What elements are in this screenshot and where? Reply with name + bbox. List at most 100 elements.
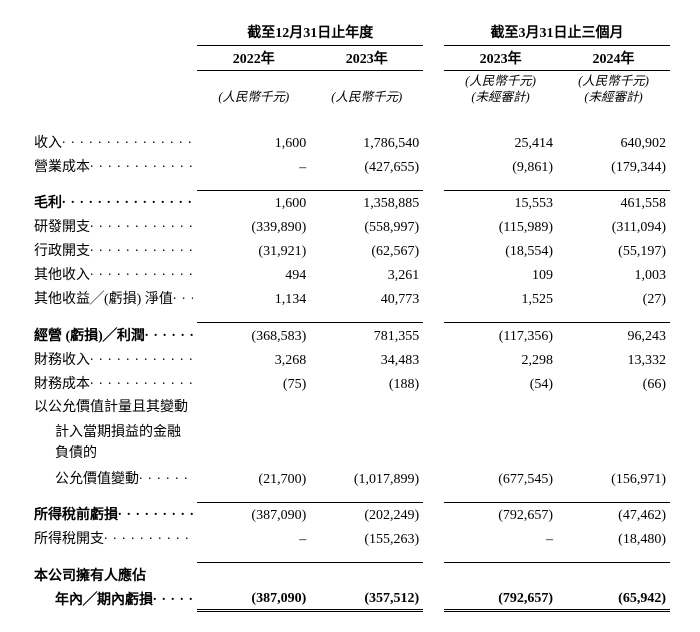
owner-c1: (387,090) bbox=[197, 587, 310, 611]
owner-c4: (65,942) bbox=[557, 587, 670, 611]
othergain-c2: 40,773 bbox=[310, 286, 423, 310]
pretax-c3: (792,657) bbox=[444, 502, 557, 526]
rnd-c3: (115,989) bbox=[444, 214, 557, 238]
label-cogs: 營業成本 bbox=[34, 156, 90, 176]
financeinc-c3: 2,298 bbox=[444, 347, 557, 371]
header-y4: 2024年 bbox=[557, 46, 670, 71]
row-owner-values: 年內╱期內虧損 (387,090) (357,512) (792,657) (6… bbox=[30, 587, 670, 611]
taxexp-c4: (18,480) bbox=[557, 526, 670, 550]
label-fv-line2: 計入當期損益的金融負債的 bbox=[34, 422, 193, 464]
admin-c4: (55,197) bbox=[557, 238, 670, 262]
row-oploss: 經營 (虧損)╱利潤 (368,583) 781,355 (117,356) 9… bbox=[30, 323, 670, 347]
owner-c2: (357,512) bbox=[310, 587, 423, 611]
fv-c2: (1,017,899) bbox=[310, 466, 423, 490]
financecost-c4: (66) bbox=[557, 371, 670, 395]
unit-2: (人民幣千元) bbox=[310, 71, 423, 108]
revenue-c2: 1,786,540 bbox=[310, 130, 423, 154]
cogs-c1: – bbox=[197, 154, 310, 178]
row-revenue: 收入 1,600 1,786,540 25,414 640,902 bbox=[30, 130, 670, 154]
unit-4: (人民幣千元) bbox=[578, 74, 649, 88]
rnd-c1: (339,890) bbox=[197, 214, 310, 238]
row-gross: 毛利 1,600 1,358,885 15,553 461,558 bbox=[30, 190, 670, 214]
otherinc-c4: 1,003 bbox=[557, 262, 670, 286]
header-group-row: 截至12月31日止年度 截至3月31日止三個月 bbox=[30, 20, 670, 46]
label-otherinc: 其他收入 bbox=[34, 264, 90, 284]
financeinc-c1: 3,268 bbox=[197, 347, 310, 371]
gross-c1: 1,600 bbox=[197, 190, 310, 214]
header-unit-row: (人民幣千元) (人民幣千元) (人民幣千元)(未經審計) (人民幣千元)(未經… bbox=[30, 71, 670, 108]
label-taxexp: 所得稅開支 bbox=[34, 528, 104, 548]
pretax-c4: (47,462) bbox=[557, 502, 670, 526]
oploss-c2: 781,355 bbox=[310, 323, 423, 347]
taxexp-c3: – bbox=[444, 526, 557, 550]
otherinc-c3: 109 bbox=[444, 262, 557, 286]
fv-c3: (677,545) bbox=[444, 466, 557, 490]
label-admin: 行政開支 bbox=[34, 240, 90, 260]
rnd-c4: (311,094) bbox=[557, 214, 670, 238]
financial-statement-table: 截至12月31日止年度 截至3月31日止三個月 2022年 2023年 2023… bbox=[30, 20, 670, 612]
row-fv-line1: 以公允價值計量且其變動 bbox=[30, 395, 670, 420]
row-othergain: 其他收益╱(虧損) 淨值 1,134 40,773 1,525 (27) bbox=[30, 286, 670, 310]
oploss-c1: (368,583) bbox=[197, 323, 310, 347]
revenue-c1: 1,600 bbox=[197, 130, 310, 154]
othergain-c1: 1,134 bbox=[197, 286, 310, 310]
header-group-1: 截至12月31日止年度 bbox=[197, 20, 423, 46]
financecost-c3: (54) bbox=[444, 371, 557, 395]
label-rnd: 研發開支 bbox=[34, 216, 90, 236]
admin-c1: (31,921) bbox=[197, 238, 310, 262]
revenue-c4: 640,902 bbox=[557, 130, 670, 154]
pretax-c1: (387,090) bbox=[197, 502, 310, 526]
row-owner-line1: 本公司擁有人應佔 bbox=[30, 563, 670, 587]
row-pretax: 所得稅前虧損 (387,090) (202,249) (792,657) (47… bbox=[30, 502, 670, 526]
label-othergain: 其他收益╱(虧損) 淨值 bbox=[34, 288, 173, 308]
gross-c2: 1,358,885 bbox=[310, 190, 423, 214]
unaudited-3: (未經審計) bbox=[471, 90, 529, 104]
label-owner-line1: 本公司擁有人應佔 bbox=[30, 563, 197, 587]
label-owner-line2: 年內╱期內虧損 bbox=[34, 589, 153, 609]
row-taxexp: 所得稅開支 – (155,263) – (18,480) bbox=[30, 526, 670, 550]
oploss-c3: (117,356) bbox=[444, 323, 557, 347]
owner-c3: (792,657) bbox=[444, 587, 557, 611]
row-otherinc: 其他收入 494 3,261 109 1,003 bbox=[30, 262, 670, 286]
financecost-c1: (75) bbox=[197, 371, 310, 395]
taxexp-c2: (155,263) bbox=[310, 526, 423, 550]
admin-c2: (62,567) bbox=[310, 238, 423, 262]
header-y1: 2022年 bbox=[197, 46, 310, 71]
label-oploss: 經營 (虧損)╱利潤 bbox=[34, 325, 145, 345]
pretax-c2: (202,249) bbox=[310, 502, 423, 526]
cogs-c4: (179,344) bbox=[557, 154, 670, 178]
label-fv-line3: 公允價值變動 bbox=[34, 468, 139, 488]
othergain-c3: 1,525 bbox=[444, 286, 557, 310]
row-fv-values: 公允價值變動 (21,700) (1,017,899) (677,545) (1… bbox=[30, 466, 670, 490]
header-y3: 2023年 bbox=[444, 46, 557, 71]
unaudited-4: (未經審計) bbox=[584, 90, 642, 104]
otherinc-c2: 3,261 bbox=[310, 262, 423, 286]
row-rnd: 研發開支 (339,890) (558,997) (115,989) (311,… bbox=[30, 214, 670, 238]
admin-c3: (18,554) bbox=[444, 238, 557, 262]
cogs-c3: (9,861) bbox=[444, 154, 557, 178]
fv-c1: (21,700) bbox=[197, 466, 310, 490]
header-y2: 2023年 bbox=[310, 46, 423, 71]
label-financecost: 財務成本 bbox=[34, 373, 90, 393]
row-financecost: 財務成本 (75) (188) (54) (66) bbox=[30, 371, 670, 395]
row-financeinc: 財務收入 3,268 34,483 2,298 13,332 bbox=[30, 347, 670, 371]
financecost-c2: (188) bbox=[310, 371, 423, 395]
cogs-c2: (427,655) bbox=[310, 154, 423, 178]
label-fv-line1: 以公允價值計量且其變動 bbox=[30, 395, 197, 420]
othergain-c4: (27) bbox=[557, 286, 670, 310]
otherinc-c1: 494 bbox=[197, 262, 310, 286]
rnd-c2: (558,997) bbox=[310, 214, 423, 238]
financeinc-c4: 13,332 bbox=[557, 347, 670, 371]
label-financeinc: 財務收入 bbox=[34, 349, 90, 369]
revenue-c3: 25,414 bbox=[444, 130, 557, 154]
label-revenue: 收入 bbox=[34, 132, 62, 152]
label-gross: 毛利 bbox=[34, 192, 62, 212]
fv-c4: (156,971) bbox=[557, 466, 670, 490]
oploss-c4: 96,243 bbox=[557, 323, 670, 347]
taxexp-c1: – bbox=[197, 526, 310, 550]
financeinc-c2: 34,483 bbox=[310, 347, 423, 371]
gross-c3: 15,553 bbox=[444, 190, 557, 214]
header-year-row: 2022年 2023年 2023年 2024年 bbox=[30, 46, 670, 71]
unit-3: (人民幣千元) bbox=[465, 74, 536, 88]
label-pretax: 所得稅前虧損 bbox=[34, 504, 118, 524]
